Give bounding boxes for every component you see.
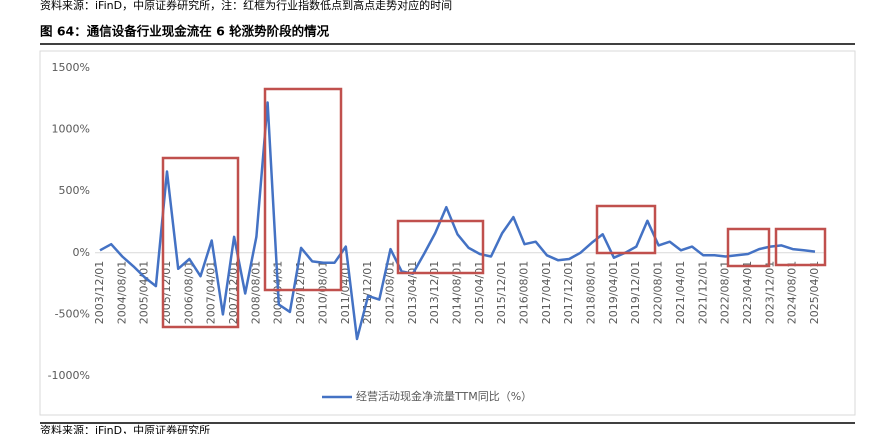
chart-frame	[39, 50, 856, 416]
x-tick-label: 2003/12/01	[93, 261, 106, 324]
x-tick-label: 2022/08/01	[719, 261, 732, 324]
y-tick-label: -500%	[55, 307, 90, 320]
highlight-box	[263, 87, 343, 292]
x-tick-label: 2019/04/01	[607, 261, 620, 324]
x-tick-label: 2013/12/01	[428, 261, 441, 324]
x-tick-label: 2017/04/01	[540, 261, 553, 324]
x-tick-label: 2008/08/01	[249, 261, 262, 324]
x-tick-label: 2007/04/01	[205, 261, 218, 324]
x-tick-label: 2025/04/01	[808, 261, 821, 324]
x-tick-label: 2021/12/01	[696, 261, 709, 324]
x-tick-label: 2021/04/01	[674, 261, 687, 324]
x-tick-label: 2005/04/01	[138, 261, 151, 324]
y-tick-label: -1000%	[48, 369, 90, 382]
y-tick-label: 500%	[59, 184, 90, 197]
x-tick-label: 2020/08/01	[652, 261, 665, 324]
x-tick-label: 2017/12/01	[562, 261, 575, 324]
x-tick-label: 2013/04/01	[406, 261, 419, 324]
highlight-box	[396, 219, 485, 275]
x-tick-label: 2004/08/01	[115, 261, 128, 324]
y-tick-label: 1500%	[52, 61, 90, 74]
legend-label: 经营活动现金净流量TTM同比（%）	[356, 389, 532, 403]
x-tick-label: 2015/04/01	[473, 261, 486, 324]
y-tick-label: 1000%	[52, 123, 90, 136]
x-tick-label: 2015/12/01	[495, 261, 508, 324]
x-tick-label: 2019/12/01	[629, 261, 642, 324]
source-top: 资料来源：iFinD，中原证券研究所，注：红框为行业指数低点到高点走势对应的时间	[40, 0, 452, 12]
figure-title: 图 64：通信设备行业现金流在 6 轮涨势阶段的情况	[40, 24, 330, 39]
x-tick-label: 2016/08/01	[518, 261, 531, 324]
highlight-boxes	[161, 87, 827, 329]
plot: -1000% -500% 0% 500% 1000% 1500% 2003/12/01 200…	[48, 61, 825, 403]
highlight-box	[774, 227, 827, 267]
y-tick-label: 0%	[73, 246, 90, 259]
x-tick-label: 2018/08/01	[585, 261, 598, 324]
x-tick-label: 2009/12/01	[294, 261, 307, 324]
highlight-box	[161, 156, 240, 329]
x-tick-label: 2023/04/01	[741, 261, 754, 324]
highlight-box	[595, 204, 657, 255]
highlight-box	[726, 227, 771, 268]
x-tick-label: 2014/08/01	[451, 261, 464, 324]
x-tick-label: 2006/08/01	[182, 261, 195, 324]
x-tick-label: 2012/08/01	[383, 261, 396, 324]
x-tick-label: 2023/12/01	[763, 261, 776, 324]
source-bottom: 资料来源：iFinD，中原证券研究所	[40, 423, 210, 434]
x-tick-label: 2010/08/01	[316, 261, 329, 324]
x-tick-label: 2024/08/01	[786, 261, 799, 324]
series-line	[99, 101, 816, 341]
